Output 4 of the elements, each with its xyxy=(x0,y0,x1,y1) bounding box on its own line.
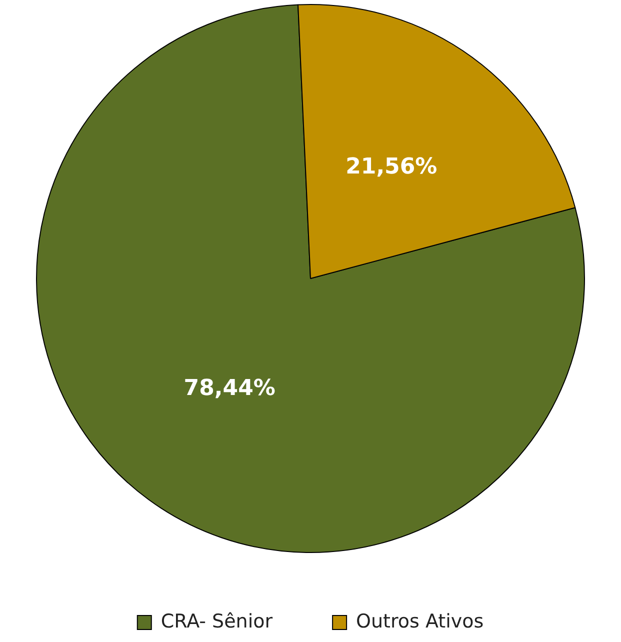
data-label: 78,44% xyxy=(184,376,276,401)
legend-label: Outros Ativos xyxy=(356,610,484,632)
legend-label: CRA- Sênior xyxy=(160,610,273,632)
data-label: 21,56% xyxy=(346,154,438,180)
